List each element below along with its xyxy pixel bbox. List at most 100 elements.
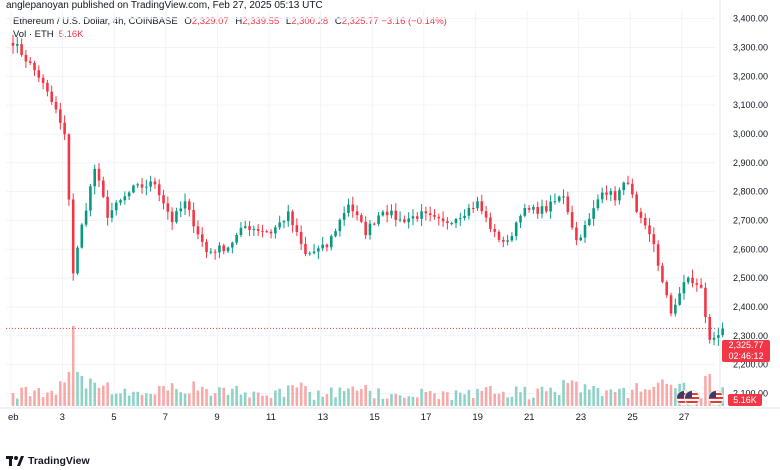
candle-body xyxy=(278,222,281,228)
candle-body xyxy=(377,215,380,224)
volume-bar xyxy=(11,393,15,406)
candle-body xyxy=(721,328,724,336)
candle-body xyxy=(454,218,458,223)
volume-bar xyxy=(329,387,333,406)
volume-bar xyxy=(84,388,88,406)
candle-body xyxy=(514,222,518,237)
candle-body xyxy=(368,223,372,236)
candle-body xyxy=(282,221,286,223)
volume-bar xyxy=(428,390,432,406)
last-price-tag: 2,325.77 02:46:12 xyxy=(722,340,770,362)
candle-body xyxy=(489,217,492,230)
x-tick-label: 3 xyxy=(60,412,65,423)
candle-body xyxy=(669,295,673,314)
candle-body xyxy=(609,191,613,195)
candle-body xyxy=(570,212,574,228)
volume-bar xyxy=(106,382,109,406)
volume-bar xyxy=(545,391,548,406)
volume-bar xyxy=(252,391,256,406)
candle-body xyxy=(661,265,664,283)
candle-body xyxy=(286,211,290,222)
candle-body xyxy=(97,168,101,181)
candle-body xyxy=(549,201,552,212)
y-tick-label: 3,000.00 xyxy=(733,129,768,139)
candle-body xyxy=(717,335,720,338)
y-tick-label: 3,100.00 xyxy=(733,100,768,110)
volume-bar xyxy=(476,388,479,406)
y-tick-label: 2,100.00 xyxy=(733,388,768,398)
y-tick-label: 2,800.00 xyxy=(733,187,768,197)
volume-bar xyxy=(231,388,234,406)
candle-body xyxy=(119,200,122,203)
volume-bar xyxy=(132,391,135,406)
volume-bar xyxy=(523,386,527,406)
candle-body xyxy=(347,204,350,214)
volume-bar xyxy=(24,386,28,406)
candle-body xyxy=(428,213,432,216)
candle-body xyxy=(132,185,135,193)
candle-body xyxy=(510,236,514,241)
candle-body xyxy=(295,225,299,232)
candle-body xyxy=(11,42,15,46)
candle-body xyxy=(579,237,583,241)
candle-body xyxy=(110,210,114,218)
candle-body xyxy=(557,196,561,202)
candle-body xyxy=(463,215,466,219)
y-tick-label: 3,400.00 xyxy=(733,14,768,24)
event-flag-icon[interactable] xyxy=(684,390,700,406)
volume-bar xyxy=(248,397,251,406)
volume-bar xyxy=(355,390,359,406)
volume-bar xyxy=(282,396,286,406)
y-tick-label: 2,200.00 xyxy=(733,360,768,370)
volume-bar xyxy=(613,392,617,406)
footer-brand[interactable]: TradingView xyxy=(6,455,90,467)
volume-bar xyxy=(480,390,484,406)
volume-bar xyxy=(372,398,376,406)
candle-body xyxy=(437,216,441,219)
volume-bar xyxy=(71,326,75,406)
x-tick-label: 13 xyxy=(318,412,329,423)
candle-body xyxy=(446,221,449,224)
candle-body xyxy=(188,201,191,210)
volume-bar xyxy=(424,392,428,406)
candle-body xyxy=(209,251,213,253)
candle-body xyxy=(175,211,178,223)
symbol-name: Ethereum / U.S. Dollar, 4h, COINBASE xyxy=(13,16,178,27)
candle-body xyxy=(532,206,535,210)
volume-bar xyxy=(347,388,350,406)
candle-body xyxy=(71,199,75,274)
volume-bar xyxy=(536,388,539,406)
volume-bar xyxy=(497,393,501,406)
candle-body xyxy=(566,196,570,213)
volume-bar xyxy=(385,398,389,406)
change-value: −3.16 (−0.14%) xyxy=(381,16,447,27)
volume-bar xyxy=(609,389,613,406)
volume-bar xyxy=(502,391,505,406)
volume-bar xyxy=(243,392,247,406)
volume-bar xyxy=(420,388,423,406)
candle-body xyxy=(372,223,376,225)
symbol-legend: Ethereum / U.S. Dollar, 4h, COINBASE O2,… xyxy=(13,16,447,27)
volume-bar xyxy=(317,390,320,406)
y-tick-label: 3,200.00 xyxy=(733,71,768,81)
candle-body xyxy=(67,134,71,200)
candle-body xyxy=(364,221,367,236)
volume-bar xyxy=(471,397,475,406)
candle-body xyxy=(256,228,260,231)
candle-body xyxy=(89,186,92,211)
candle-body xyxy=(682,282,686,294)
candle-body xyxy=(695,283,699,285)
event-flag-icon[interactable] xyxy=(708,390,724,406)
candle-body xyxy=(179,208,183,212)
volume-bar xyxy=(484,387,488,406)
x-tick-label: 5 xyxy=(111,412,116,423)
volume-bar xyxy=(93,382,97,406)
volume-bar xyxy=(196,390,200,406)
volume-bar xyxy=(626,397,630,406)
candle-body xyxy=(170,211,174,223)
volume-bar xyxy=(16,398,19,406)
candle-body xyxy=(54,101,58,110)
candle-body xyxy=(613,191,617,201)
candle-body xyxy=(46,82,49,92)
